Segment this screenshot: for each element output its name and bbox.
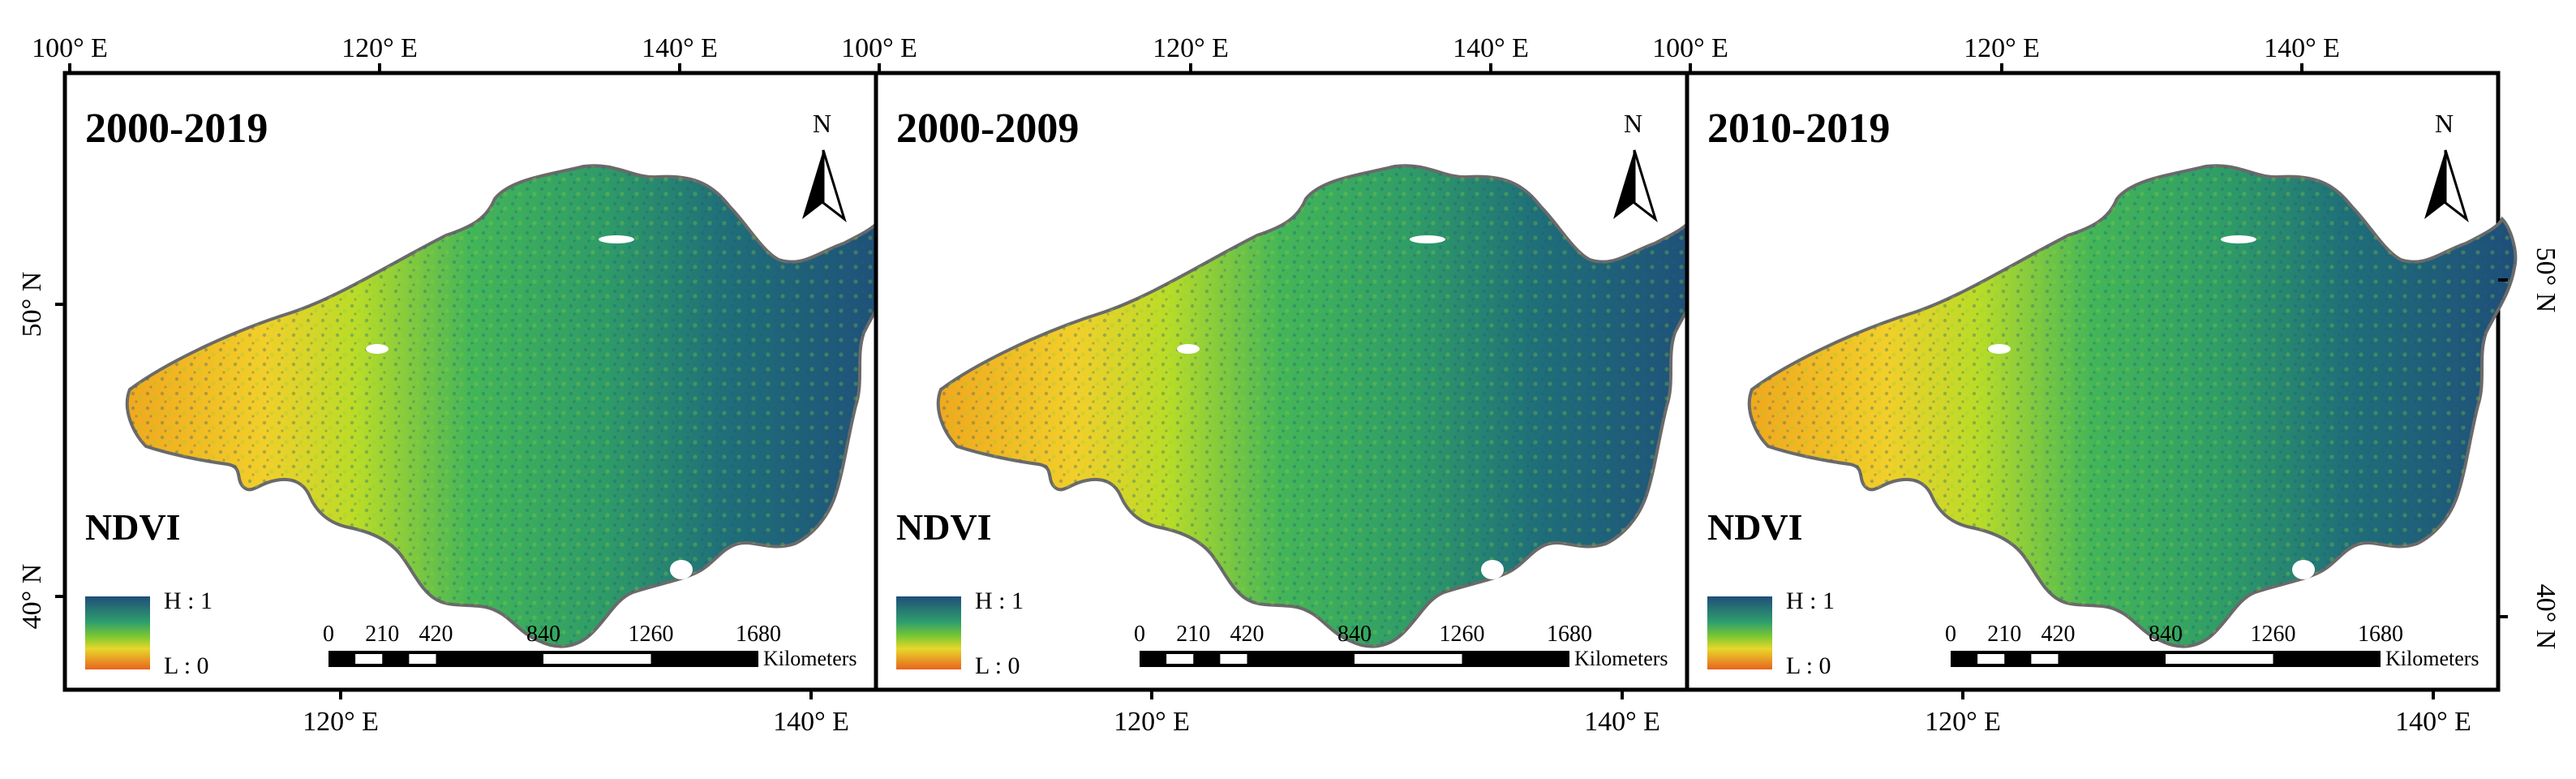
- scale-label: 0: [323, 622, 334, 647]
- legend-colorbar: [896, 596, 961, 669]
- legend-low-label: L : 0: [975, 652, 1020, 679]
- north-arrow-icon: N: [2424, 109, 2469, 223]
- bottom-tick-label: 120° E: [1114, 707, 1190, 737]
- scale-label: 210: [365, 622, 399, 647]
- map-panel-2: 2000-2009 N NDVI H : 1 L : 0 0 210 420 840 1260 16…: [841, 33, 1707, 737]
- north-label: N: [2435, 109, 2454, 138]
- ndvi-region: [125, 164, 895, 648]
- scale-label: 1260: [629, 622, 674, 647]
- top-tick-label: 140° E: [1453, 33, 1529, 63]
- scale-label: 420: [1230, 622, 1264, 647]
- top-tick-label: 140° E: [642, 33, 718, 63]
- north-arrow-icon: N: [802, 109, 847, 223]
- scale-label: 840: [2149, 622, 2183, 647]
- bottom-tick-label: 140° E: [2395, 707, 2471, 737]
- ndvi-region: [1747, 164, 2518, 648]
- scale-segment: [543, 654, 651, 664]
- legend-title: NDVI: [85, 506, 181, 548]
- scale-label: 1260: [1440, 622, 1485, 647]
- north-label: N: [813, 109, 831, 138]
- legend-high-label: H : 1: [164, 587, 213, 614]
- left-tick-label: 50° N: [17, 272, 47, 338]
- scale-segment: [2031, 654, 2059, 664]
- bottom-tick-label: 120° E: [1925, 707, 2001, 737]
- map-panel-3: 2010-2019 N NDVI H : 1 L : 0 0 210 420 840 1260 16…: [1652, 33, 2518, 737]
- top-tick-label: 120° E: [341, 33, 418, 63]
- lake-patch: [2292, 560, 2315, 579]
- north-arrow-left: [1613, 150, 1634, 219]
- scale-label: 420: [2041, 622, 2076, 647]
- bottom-tick-label: 140° E: [773, 707, 849, 737]
- lake-patch: [670, 560, 693, 579]
- scale-segment: [409, 654, 436, 664]
- legend-colorbar: [1707, 596, 1772, 669]
- north-arrow-right: [822, 149, 847, 223]
- top-tick-label: 120° E: [1964, 33, 2040, 63]
- scale-segment: [355, 654, 383, 664]
- lake-patch: [2221, 235, 2256, 243]
- north-arrow-left: [2424, 150, 2445, 219]
- top-tick-label: 100° E: [32, 33, 108, 63]
- top-tick-label: 140° E: [2264, 33, 2340, 63]
- right-tick-label: 50° N: [2531, 247, 2561, 313]
- scale-label: 420: [419, 622, 453, 647]
- legend-high-label: H : 1: [975, 587, 1024, 614]
- scale-label: 1680: [2358, 622, 2403, 647]
- lake-patch: [1177, 344, 1200, 354]
- scale-label: 840: [1337, 622, 1372, 647]
- scale-label: 0: [1945, 622, 1956, 647]
- lake-patch: [599, 235, 634, 243]
- scale-segment: [2166, 654, 2273, 664]
- legend-title: NDVI: [1707, 506, 1803, 548]
- top-tick-label: 100° E: [1652, 33, 1728, 63]
- ndvi-region: [936, 164, 1707, 648]
- left-tick-label: 40° N: [17, 564, 47, 630]
- scale-label: 1260: [2251, 622, 2296, 647]
- scale-segment: [1166, 654, 1194, 664]
- scale-unit: Kilometers: [1574, 647, 1668, 670]
- lake-patch: [366, 344, 389, 354]
- scale-segment: [1220, 654, 1247, 664]
- bottom-tick-label: 120° E: [303, 707, 379, 737]
- scale-label: 210: [1176, 622, 1210, 647]
- right-tick-label: 40° N: [2531, 584, 2561, 650]
- scale-segment: [1977, 654, 2005, 664]
- legend-low-label: L : 0: [1786, 652, 1831, 679]
- scale-unit: Kilometers: [763, 647, 857, 670]
- scale-label: 0: [1134, 622, 1145, 647]
- lake-patch: [1410, 235, 1445, 243]
- lake-patch: [1481, 560, 1504, 579]
- north-label: N: [1624, 109, 1642, 138]
- lake-patch: [1988, 344, 2011, 354]
- legend-low-label: L : 0: [164, 652, 209, 679]
- scale-segment: [1355, 654, 1462, 664]
- panel-title: 2010-2019: [1707, 105, 1890, 152]
- panel-title: 2000-2009: [896, 105, 1079, 152]
- scale-label: 1680: [736, 622, 781, 647]
- top-tick-label: 120° E: [1153, 33, 1229, 63]
- scale-label: 210: [1987, 622, 2021, 647]
- north-arrow-icon: N: [1613, 109, 1658, 223]
- panel-title: 2000-2019: [85, 105, 268, 152]
- north-arrow-left: [802, 150, 823, 219]
- legend-colorbar: [85, 596, 150, 669]
- legend-title: NDVI: [896, 506, 992, 548]
- scale-label: 840: [526, 622, 560, 647]
- top-tick-label: 100° E: [841, 33, 917, 63]
- scale-label: 1680: [1547, 622, 1592, 647]
- bottom-tick-label: 140° E: [1584, 707, 1660, 737]
- scale-unit: Kilometers: [2385, 647, 2479, 670]
- legend-high-label: H : 1: [1786, 587, 1835, 614]
- north-arrow-right: [2444, 149, 2469, 223]
- map-panel-1: 2000-2019 N NDVI H : 1 L : 0 0 210 420 840 1260 16…: [32, 33, 895, 737]
- north-arrow-right: [1633, 149, 1658, 223]
